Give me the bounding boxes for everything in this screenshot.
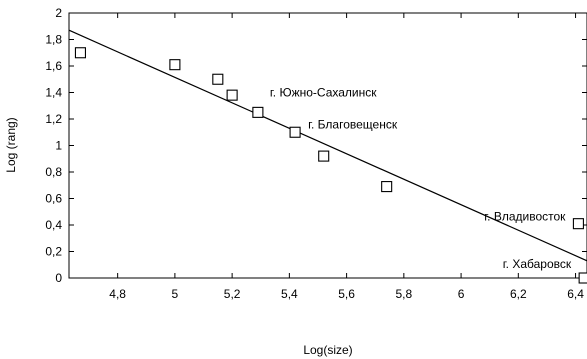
y-tick-label: 0,6 xyxy=(45,192,62,206)
y-tick-label: 1,2 xyxy=(45,112,62,126)
point-annotation: г. Владивосток xyxy=(484,210,566,224)
data-point xyxy=(169,59,181,71)
point-annotation: г. Благовещенск xyxy=(308,117,398,131)
y-axis-title: Log (rang) xyxy=(4,117,18,172)
point-annotation: г. Южно-Сахалинск xyxy=(270,85,377,99)
x-tick-label: 5,2 xyxy=(224,287,241,301)
y-tick-label: 1,4 xyxy=(45,86,62,100)
trendline xyxy=(68,29,587,262)
point-annotation: г. Хабаровск xyxy=(503,257,572,271)
y-tick-label: 0,2 xyxy=(45,245,62,259)
data-point xyxy=(381,181,393,193)
data-point xyxy=(289,126,301,138)
x-tick-label: 5,4 xyxy=(281,287,298,301)
data-point xyxy=(318,150,330,162)
data-point xyxy=(74,47,86,59)
y-tick-label: 1 xyxy=(55,139,62,153)
y-tick-label: 0,8 xyxy=(45,165,62,179)
x-tick-label: 4,8 xyxy=(109,287,126,301)
x-tick-label: 5 xyxy=(172,287,179,301)
x-axis-ticks: 4,8 5 5,2 5,4 5,6 5,8 6 6,2 6,4 xyxy=(109,13,584,301)
x-tick-label: 5,6 xyxy=(338,287,355,301)
y-tick-label: 2 xyxy=(55,6,62,20)
x-tick-label: 6,4 xyxy=(567,287,584,301)
data-point xyxy=(252,106,264,118)
y-tick-label: 0 xyxy=(55,271,62,285)
y-tick-label: 0,4 xyxy=(45,218,62,232)
data-point xyxy=(212,73,224,85)
x-tick-label: 5,8 xyxy=(395,287,412,301)
y-tick-label: 1,6 xyxy=(45,59,62,73)
data-points xyxy=(74,47,587,284)
y-axis-ticks: 0 0,2 0,4 0,6 0,8 1 1,2 1,4 1,6 1,8 2 xyxy=(45,6,587,285)
y-tick-label: 1,8 xyxy=(45,33,62,47)
data-point xyxy=(578,272,587,284)
x-tick-label: 6,2 xyxy=(510,287,527,301)
data-point xyxy=(226,89,238,101)
point-annotations: г. Южно-Сахалинск г. Благовещенск г. Влади… xyxy=(270,85,572,271)
data-point xyxy=(572,218,584,230)
x-tick-label: 6 xyxy=(458,287,465,301)
x-axis-title: Log(size) xyxy=(303,343,352,357)
